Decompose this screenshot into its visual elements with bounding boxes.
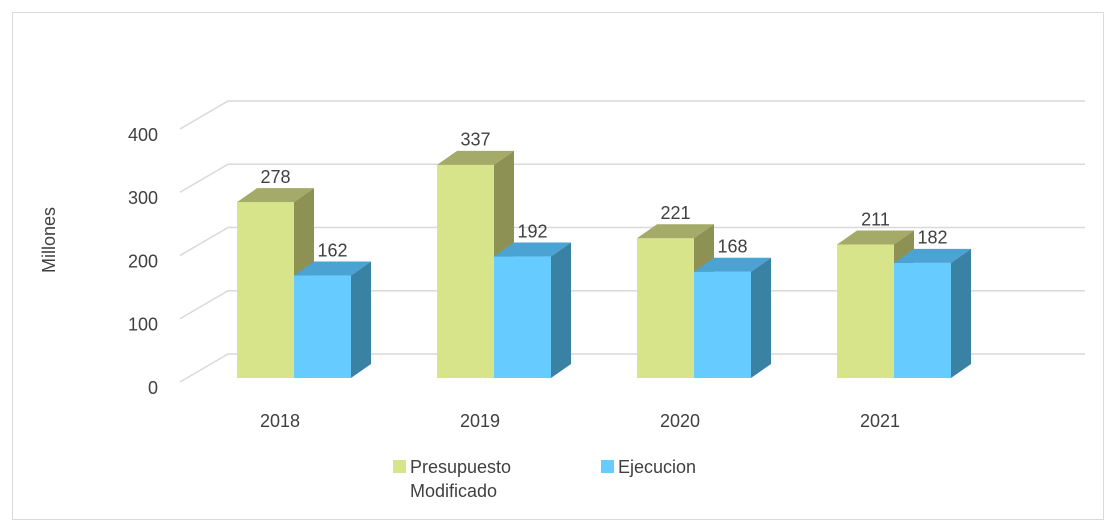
bar-face xyxy=(894,262,951,378)
data-label: 168 xyxy=(717,236,747,256)
bar-face xyxy=(694,257,771,272)
bar-face xyxy=(237,202,294,378)
y-tick-label: 100 xyxy=(128,315,158,335)
bar xyxy=(494,242,571,378)
legend-swatch xyxy=(393,460,406,473)
x-tick-label: 2018 xyxy=(260,411,300,431)
bar xyxy=(894,248,971,378)
bar-face xyxy=(637,238,694,378)
grid-line xyxy=(179,353,1085,383)
bar-face xyxy=(837,244,894,378)
bar xyxy=(294,261,371,378)
bar-face xyxy=(351,261,371,378)
x-tick-label: 2020 xyxy=(660,411,700,431)
data-label: 278 xyxy=(260,167,290,187)
data-label: 211 xyxy=(861,209,890,229)
data-label: 162 xyxy=(317,240,347,260)
bar-face xyxy=(437,150,514,165)
grid-line xyxy=(179,290,1085,320)
data-label: 221 xyxy=(660,203,690,223)
grid-line xyxy=(179,163,1085,193)
y-tick-label: 0 xyxy=(148,378,158,398)
grid-line xyxy=(179,100,1085,130)
bar-face xyxy=(894,248,971,263)
bar-face xyxy=(494,256,551,378)
bar xyxy=(694,257,771,378)
bar-face xyxy=(294,261,371,276)
data-label: 192 xyxy=(517,221,547,241)
bar-face xyxy=(437,164,494,378)
x-tick-label: 2021 xyxy=(860,411,900,431)
legend-label: Presupuesto Modificado xyxy=(410,457,512,501)
grid-line xyxy=(179,226,1085,257)
data-label: 337 xyxy=(460,130,490,150)
y-tick-label: 300 xyxy=(128,188,158,208)
bar-face xyxy=(951,248,971,378)
x-tick-label: 2019 xyxy=(460,411,500,431)
y-tick-label: 200 xyxy=(128,251,158,271)
legend-swatch xyxy=(601,460,614,473)
bar-face xyxy=(551,242,571,378)
y-tick-label: 400 xyxy=(128,125,158,145)
bar-face xyxy=(494,242,571,257)
bar-face xyxy=(694,271,751,378)
bar-face xyxy=(637,224,714,239)
data-label: 182 xyxy=(917,228,947,248)
bar-face xyxy=(237,188,314,203)
bar-face xyxy=(751,257,771,378)
bar-face xyxy=(837,230,914,245)
legend-label: Ejecucion xyxy=(618,457,697,477)
y-axis-label: Millones xyxy=(39,207,59,273)
bar-face xyxy=(294,275,351,378)
chart-border xyxy=(12,12,1104,520)
